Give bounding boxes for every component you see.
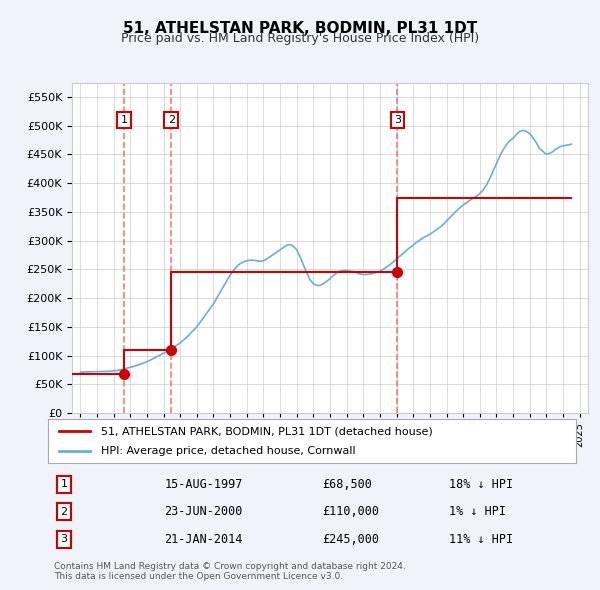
Text: HPI: Average price, detached house, Cornwall: HPI: Average price, detached house, Corn… — [101, 446, 355, 455]
Text: 1: 1 — [121, 115, 127, 125]
Text: 1: 1 — [61, 480, 67, 489]
Text: 23-JUN-2000: 23-JUN-2000 — [164, 505, 242, 519]
Text: 3: 3 — [394, 115, 401, 125]
Text: 21-JAN-2014: 21-JAN-2014 — [164, 533, 242, 546]
Text: 11% ↓ HPI: 11% ↓ HPI — [449, 533, 514, 546]
Text: Price paid vs. HM Land Registry's House Price Index (HPI): Price paid vs. HM Land Registry's House … — [121, 32, 479, 45]
Text: 2: 2 — [60, 507, 67, 517]
Text: 1% ↓ HPI: 1% ↓ HPI — [449, 505, 506, 519]
Text: 18% ↓ HPI: 18% ↓ HPI — [449, 478, 514, 491]
Text: 3: 3 — [61, 535, 67, 544]
Text: £110,000: £110,000 — [323, 505, 380, 519]
Text: 15-AUG-1997: 15-AUG-1997 — [164, 478, 242, 491]
Text: Contains HM Land Registry data © Crown copyright and database right 2024.
This d: Contains HM Land Registry data © Crown c… — [54, 562, 406, 581]
Text: 2: 2 — [168, 115, 175, 125]
Text: £245,000: £245,000 — [323, 533, 380, 546]
Text: 51, ATHELSTAN PARK, BODMIN, PL31 1DT (detached house): 51, ATHELSTAN PARK, BODMIN, PL31 1DT (de… — [101, 427, 433, 436]
Text: 51, ATHELSTAN PARK, BODMIN, PL31 1DT: 51, ATHELSTAN PARK, BODMIN, PL31 1DT — [123, 21, 477, 35]
Text: £68,500: £68,500 — [323, 478, 373, 491]
